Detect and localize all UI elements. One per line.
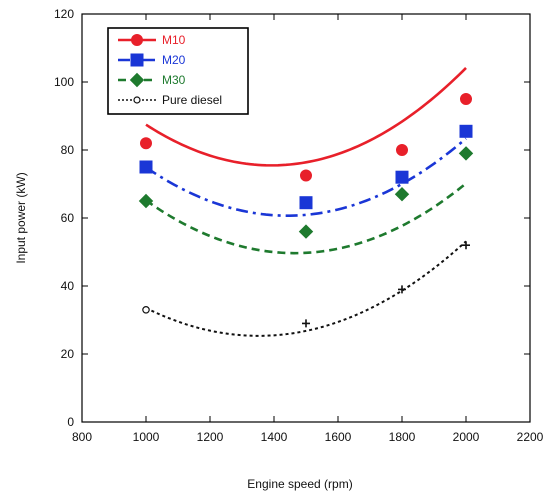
data-point xyxy=(462,241,470,250)
x-tick-label: 1000 xyxy=(133,430,160,444)
x-tick-label: 2200 xyxy=(517,430,544,444)
data-point xyxy=(139,160,153,174)
y-tick-label: 120 xyxy=(54,7,74,21)
x-tick-label: 2000 xyxy=(453,430,480,444)
legend-label: M30 xyxy=(162,73,186,87)
y-tick-label: 40 xyxy=(61,279,75,293)
x-axis-label: Engine speed (rpm) xyxy=(247,477,352,491)
data-point xyxy=(140,137,152,150)
legend-marker xyxy=(131,34,143,46)
x-tick-label: 800 xyxy=(72,430,92,444)
data-point xyxy=(394,186,410,202)
y-tick-label: 60 xyxy=(61,211,75,225)
legend-marker xyxy=(130,53,144,67)
y-tick-label: 80 xyxy=(61,143,75,157)
y-axis-label: Input power (kW) xyxy=(14,172,28,263)
data-point xyxy=(299,196,313,210)
x-tick-label: 1200 xyxy=(197,430,224,444)
x-tick-label: 1600 xyxy=(325,430,352,444)
data-point xyxy=(460,93,472,105)
data-point xyxy=(300,169,312,182)
tick-layer: 800 1000 1200 1400 1600 1800 2000 2200 0 20 40 60 80… xyxy=(54,7,544,444)
data-point xyxy=(395,170,409,184)
y-tick-label: 20 xyxy=(61,347,75,361)
data-point xyxy=(138,193,154,209)
data-point xyxy=(396,144,408,156)
data-point xyxy=(398,285,406,294)
y-tick-label: 0 xyxy=(67,415,74,429)
y-tick-label: 100 xyxy=(54,75,74,89)
x-tick-label: 1800 xyxy=(389,430,416,444)
legend-marker xyxy=(133,96,141,104)
legend-label: M10 xyxy=(162,33,186,47)
data-point xyxy=(458,146,474,161)
legend-label: M20 xyxy=(162,53,186,67)
series-line-m10 xyxy=(145,66,467,167)
x-tick-label: 1400 xyxy=(261,430,288,444)
series-line-m30 xyxy=(145,182,467,255)
data-point xyxy=(302,319,310,328)
data-point xyxy=(298,224,314,239)
series-line-pure-diesel xyxy=(145,240,467,337)
plot-layer xyxy=(81,13,531,423)
legend-marker xyxy=(129,72,145,88)
data-point xyxy=(459,124,473,138)
data-point xyxy=(142,305,150,314)
legend: M10 M20 M30 Pure diesel xyxy=(107,27,249,115)
series-line-m20 xyxy=(145,137,467,217)
legend-label: Pure diesel xyxy=(162,93,222,107)
